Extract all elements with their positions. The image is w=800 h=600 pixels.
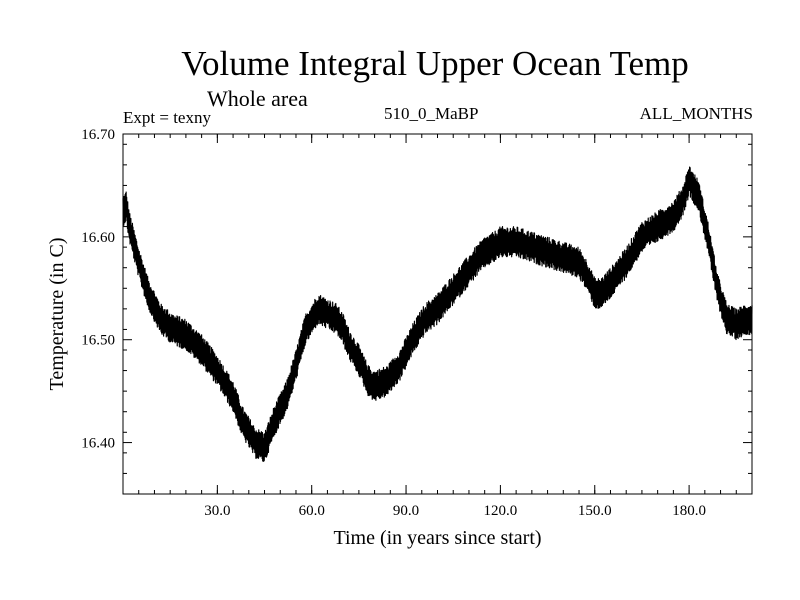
y-tick-label: 16.60 bbox=[81, 230, 115, 246]
x-tick-label: 120.0 bbox=[484, 503, 518, 519]
x-tick-label: 30.0 bbox=[204, 503, 230, 519]
x-tick-label: 60.0 bbox=[299, 503, 325, 519]
x-tick-label: 90.0 bbox=[393, 503, 419, 519]
y-tick-label: 16.70 bbox=[81, 127, 115, 143]
y-tick-label: 16.40 bbox=[81, 436, 115, 452]
experiment-label: Expt = texny bbox=[123, 108, 211, 127]
chart-title: Volume Integral Upper Ocean Temp bbox=[181, 44, 689, 83]
months-label: ALL_MONTHS bbox=[639, 104, 753, 123]
chart-subtitle: Whole area bbox=[207, 86, 308, 111]
x-tick-label: 150.0 bbox=[578, 503, 612, 519]
period-label: 510_0_MaBP bbox=[384, 104, 479, 123]
y-tick-label: 16.50 bbox=[81, 333, 115, 349]
x-axis-label: Time (in years since start) bbox=[333, 527, 541, 549]
x-tick-label: 180.0 bbox=[672, 503, 706, 519]
data-series-line bbox=[122, 166, 753, 462]
y-axis-label: Temperature (in C) bbox=[46, 238, 68, 391]
